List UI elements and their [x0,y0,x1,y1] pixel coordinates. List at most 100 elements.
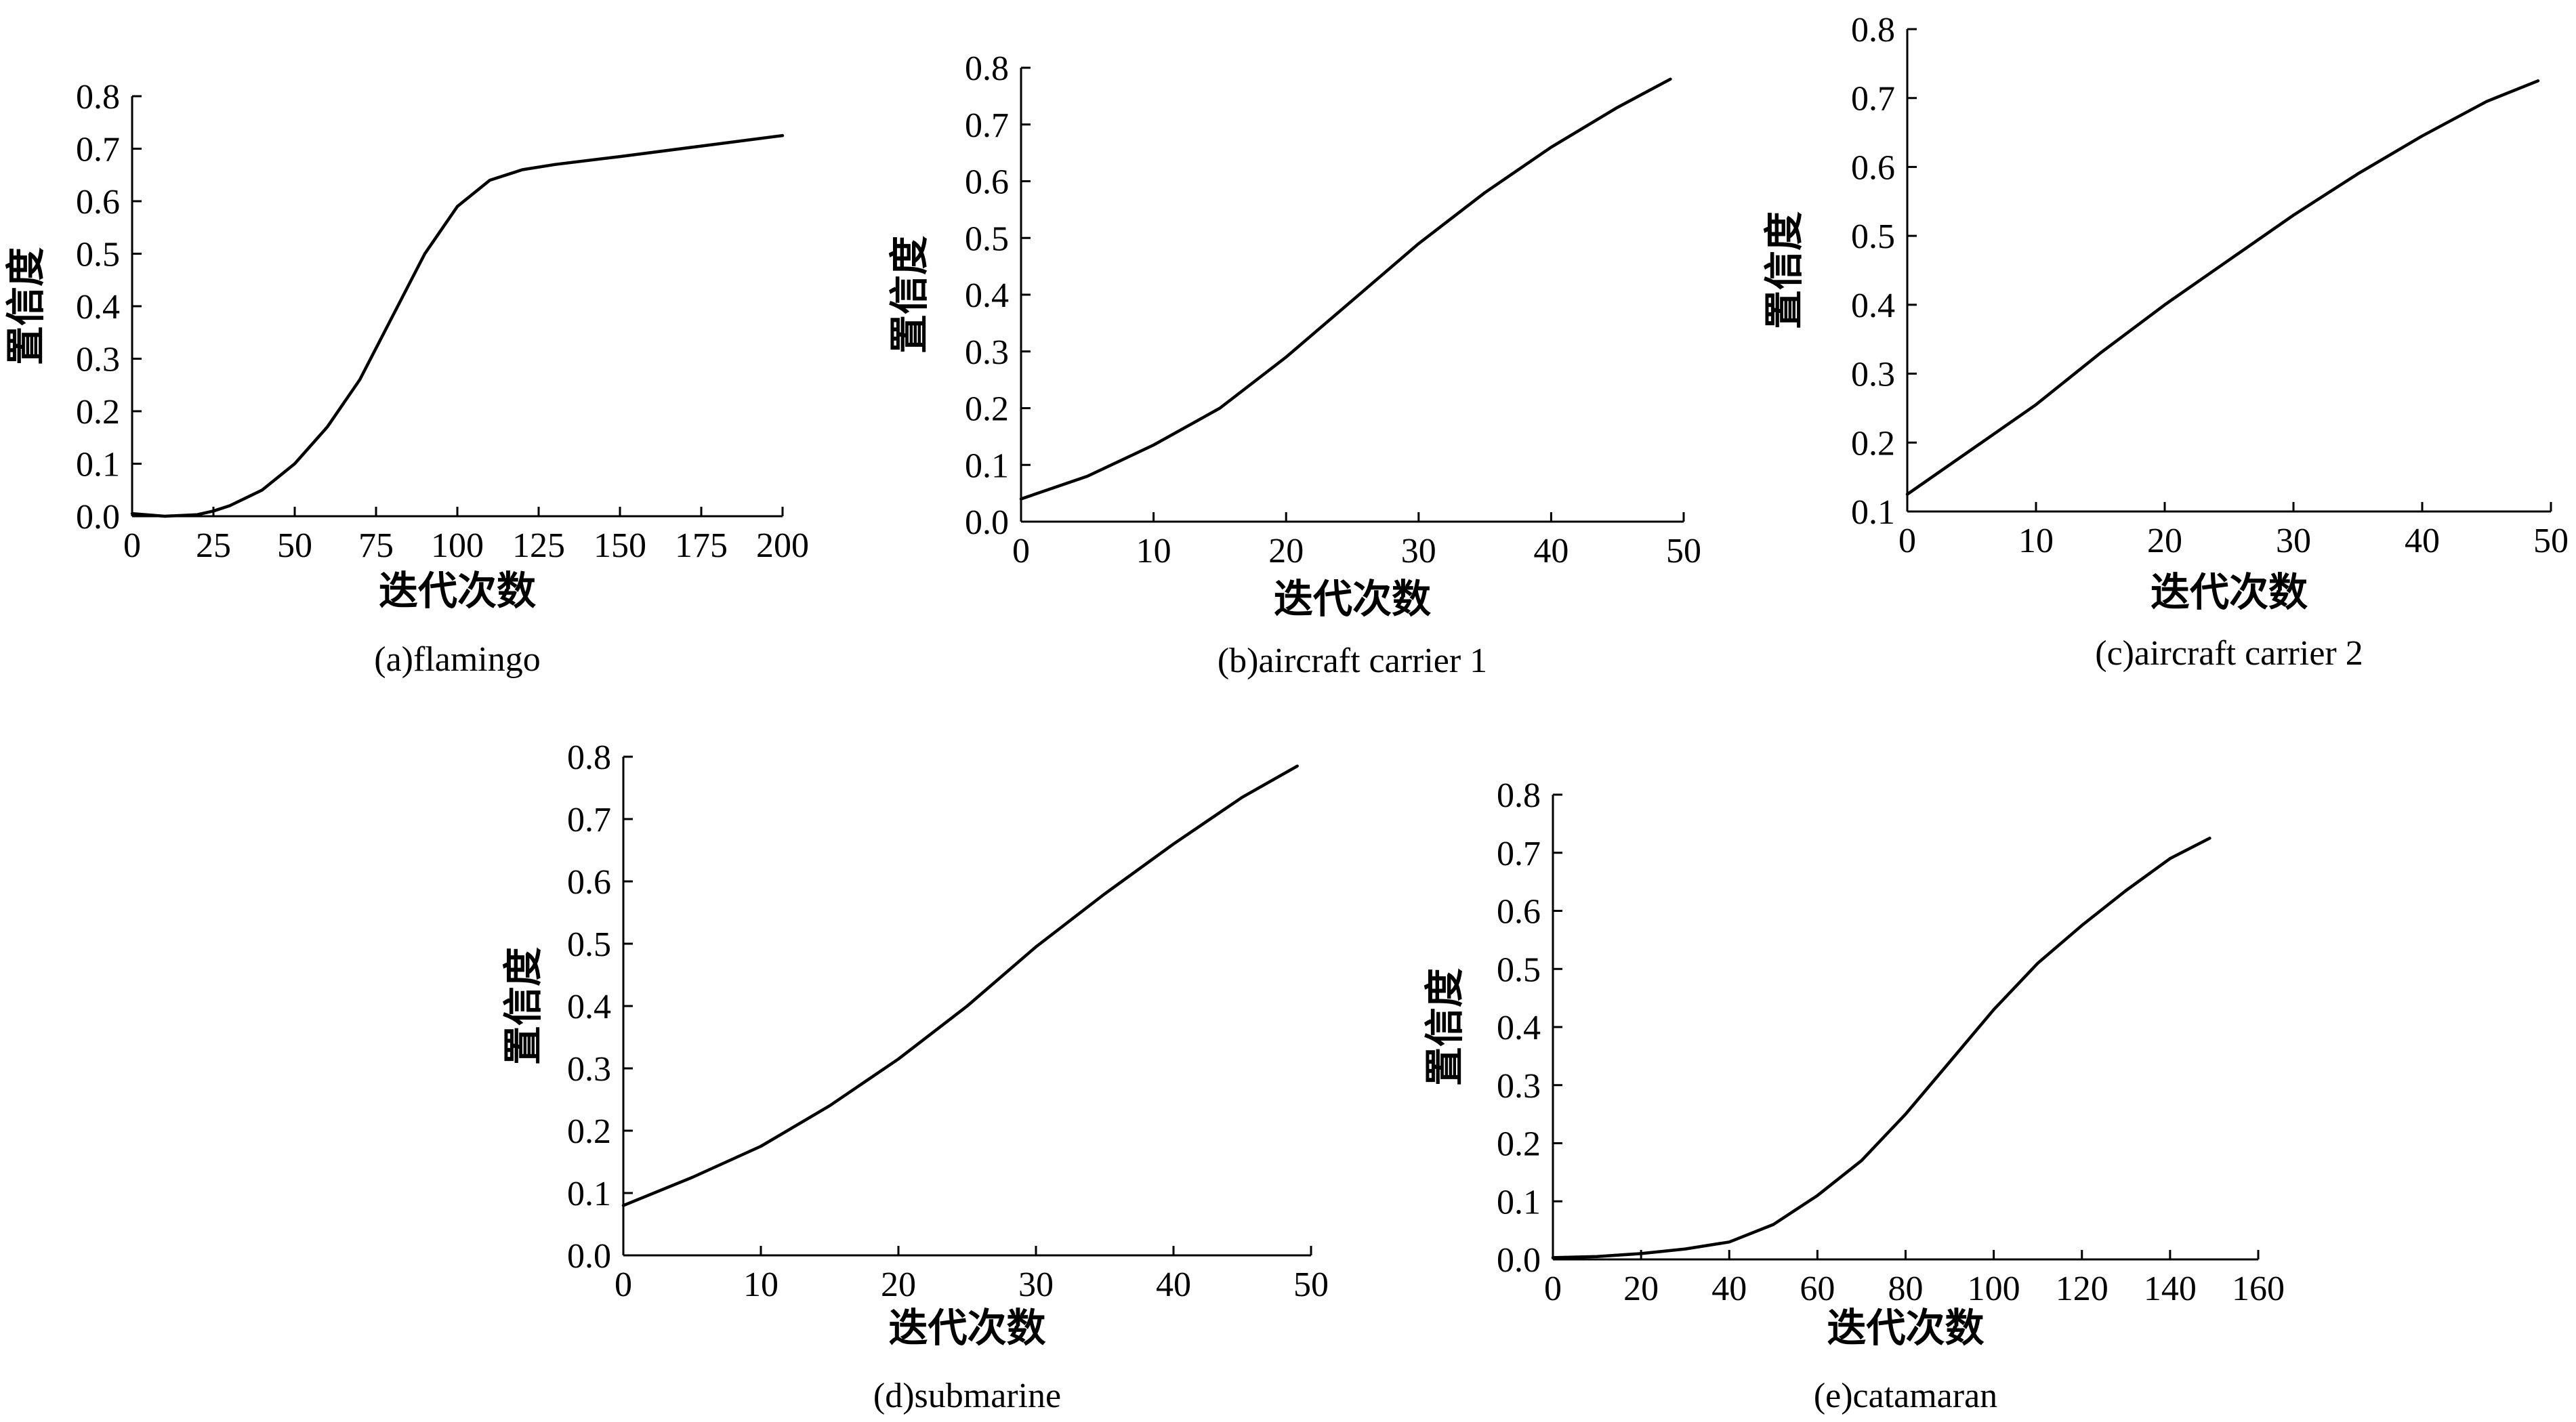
y-tick-label: 0.0 [76,498,120,537]
panel-caption: (b)aircraft carrier 1 [1218,642,1487,680]
y-tick-label: 0.8 [1851,11,1895,49]
y-tick-label: 0.5 [1851,217,1895,256]
y-tick-label: 0.6 [1497,893,1541,932]
y-tick-label: 0.2 [1851,424,1895,463]
chart-panel-2: 0 10 20 30 40 50 0.0 0.1 0.2 0.3 0.4 0.5 0.6 0.7 0.8 迭代… [886,49,1701,680]
x-tick-label: 200 [756,526,809,565]
x-tick-label: 10 [1136,532,1171,570]
y-tick-label: 0.3 [1497,1067,1541,1106]
y-tick-label: 0.7 [965,106,1009,145]
y-tick-label: 0.8 [1497,776,1541,815]
x-tick-label: 40 [1533,532,1569,570]
y-tick-label: 0.3 [1851,356,1895,394]
x-tick-label: 50 [1666,532,1701,570]
x-axis-title: 迭代次数 [2151,569,2308,615]
y-tick-label: 0.3 [567,1050,611,1089]
y-tick-label: 0.0 [965,503,1009,542]
y-tick-label: 0.7 [76,131,120,169]
chart-panel-4: 0 10 20 30 40 50 0.0 0.1 0.2 0.3 0.4 0.5 0.6 0.7 0.8 迭代… [500,738,1329,1415]
y-tick-label: 0.3 [76,341,120,379]
y-tick-label: 0.4 [76,288,120,327]
x-tick-label: 40 [1711,1270,1747,1308]
x-tick-label: 0 [1544,1270,1562,1308]
series-line-1 [621,764,1299,1207]
x-tick-label: 20 [1623,1270,1659,1308]
y-tick-label: 0.2 [965,390,1009,429]
panel-caption: (e)catamaran [1814,1377,1997,1415]
x-axis-title: 迭代次数 [888,1305,1045,1351]
x-tick-label: 125 [512,526,565,565]
series-line-1 [130,133,785,518]
y-tick-label: 0.5 [76,236,120,274]
y-tick-label: 0.7 [567,801,611,839]
y-tick-label: 0.8 [567,738,611,777]
y-tick-label: 0.5 [1497,950,1541,989]
x-axis-title: 迭代次数 [1274,576,1431,622]
panel-caption: (c)aircraft carrier 2 [2095,634,2363,673]
y-tick-label: 0.4 [567,988,611,1026]
y-tick-label: 0.2 [1497,1125,1541,1164]
x-tick-label: 75 [358,526,394,565]
y-axis-title: 置信度 [1421,968,1468,1086]
chart-panel-1: 0 25 50 75 100 125 150 175 200 0.0 0.1 0.2 0.3 0.4 0.5… [3,78,809,679]
y-tick-label: 0.5 [567,925,611,964]
x-tick-label: 20 [2147,522,2182,560]
x-tick-label: 100 [431,526,484,565]
y-tick-label: 0.0 [1497,1241,1541,1280]
y-tick-label: 0.7 [1497,835,1541,873]
x-tick-label: 80 [1888,1270,1924,1308]
x-tick-label: 25 [196,526,231,565]
x-tick-label: 50 [1293,1266,1329,1304]
chart-panel-5: 0 20 40 60 80 100 120 140 160 0.0 0.1 0.2 0.3 0.4 0.5 0… [1421,776,2285,1415]
y-tick-label: 0.1 [76,446,120,484]
series-line-1 [1019,77,1672,501]
y-axis-title: 置信度 [3,247,49,365]
y-tick-label: 0.2 [567,1112,611,1151]
y-tick-label: 0.8 [965,49,1009,88]
x-tick-label: 20 [881,1266,916,1304]
y-tick-label: 0.6 [567,863,611,902]
y-tick-label: 0.8 [76,78,120,117]
x-tick-label: 175 [675,526,728,565]
y-tick-label: 0.0 [567,1237,611,1276]
series-line-1 [1905,79,2540,496]
x-tick-label: 30 [1401,532,1436,570]
x-tick-label: 0 [123,526,141,565]
x-tick-label: 20 [1268,532,1304,570]
y-tick-label: 0.4 [965,276,1009,315]
x-tick-label: 10 [2018,522,2054,560]
panel-caption: (a)flamingo [374,640,540,679]
x-tick-label: 50 [2533,522,2569,560]
panel-caption: (d)submarine [873,1377,1061,1415]
y-tick-label: 0.1 [1497,1183,1541,1221]
y-tick-label: 0.1 [965,446,1009,485]
y-tick-label: 0.7 [1851,80,1895,119]
y-tick-label: 0.1 [567,1175,611,1213]
y-tick-label: 0.3 [965,333,1009,372]
chart-panel-3: 0 10 20 30 40 50 0.1 0.2 0.3 0.4 0.5 0.6 0.7 0.8 迭代次数 置… [1761,11,2569,673]
y-tick-label: 0.4 [1851,287,1895,325]
series-line-1 [1551,837,2211,1259]
y-tick-label: 0.2 [76,393,120,432]
x-tick-label: 40 [1156,1266,1191,1304]
y-tick-label: 0.4 [1497,1009,1541,1047]
x-tick-label: 30 [2276,522,2311,560]
y-tick-label: 0.1 [1851,493,1895,532]
x-tick-label: 150 [594,526,646,565]
x-axis-title: 迭代次数 [379,568,536,614]
x-tick-label: 0 [1012,532,1030,570]
x-tick-label: 10 [743,1266,778,1304]
y-axis-title: 置信度 [886,236,932,354]
y-tick-label: 0.6 [965,163,1009,202]
y-axis-title: 置信度 [500,947,546,1065]
x-tick-label: 160 [2232,1270,2285,1308]
x-tick-label: 40 [2405,522,2440,560]
x-tick-label: 50 [277,526,312,565]
x-tick-label: 0 [615,1266,632,1304]
x-tick-label: 140 [2144,1270,2197,1308]
x-tick-label: 120 [2056,1270,2108,1308]
x-tick-label: 30 [1018,1266,1054,1304]
x-tick-label: 60 [1800,1270,1835,1308]
x-tick-label: 100 [1968,1270,2020,1308]
